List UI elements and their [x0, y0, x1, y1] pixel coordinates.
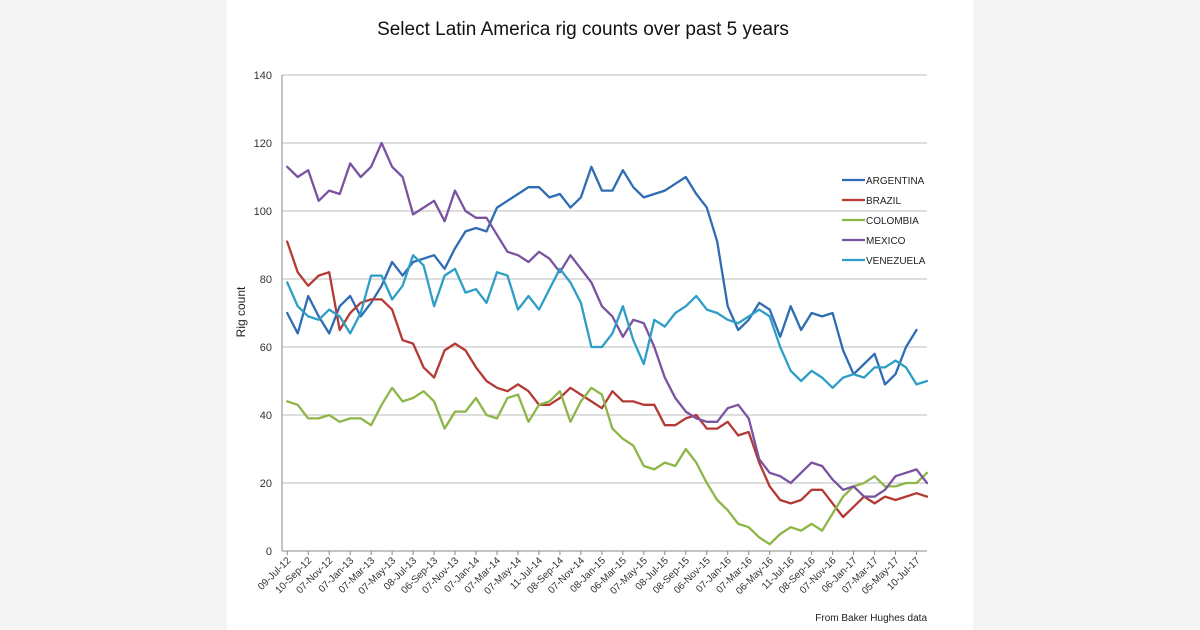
- series-line-venezuela: [286, 254, 929, 389]
- y-axis-label: Rig count: [234, 286, 248, 337]
- series-line-colombia: [286, 386, 929, 546]
- y-tick-label: 60: [260, 342, 272, 354]
- legend-label-brazil: BRAZIL: [866, 196, 901, 207]
- series-line-brazil: [286, 240, 929, 519]
- legend-label-argentina: ARGENTINA: [866, 176, 925, 187]
- series-line-argentina: [286, 165, 918, 386]
- legend-label-venezuela: VENEZUELA: [866, 256, 926, 267]
- source-note: From Baker Hughes data: [815, 613, 927, 624]
- series-line-mexico: [286, 141, 929, 498]
- y-axis-ticks: 0 20 40 60 80 100 120 140: [254, 70, 272, 558]
- y-tick-label: 140: [254, 70, 272, 82]
- chart-title: Select Latin America rig counts over pas…: [377, 19, 789, 40]
- y-tick-label: 120: [254, 138, 272, 150]
- y-tick-label: 0: [266, 546, 272, 558]
- y-tick-label: 80: [260, 274, 272, 286]
- gridlines: [281, 74, 927, 552]
- y-tick-label: 20: [260, 478, 272, 490]
- left-margin: [0, 0, 227, 630]
- chart-canvas: [227, 0, 973, 630]
- legend-label-colombia: COLOMBIA: [866, 216, 919, 227]
- legend-label-mexico: MEXICO: [866, 236, 906, 247]
- y-tick-label: 100: [254, 206, 272, 218]
- series-lines: [286, 141, 929, 546]
- x-axis-ticks: 09-Jul-1210-Sep-1207-Nov-1207-Jan-1307-M…: [256, 551, 923, 597]
- legend: ARGENTINA BRAZIL COLOMBIA MEXICO VENEZUELA: [842, 176, 926, 267]
- y-tick-label: 40: [260, 410, 272, 422]
- right-margin: [973, 0, 1200, 630]
